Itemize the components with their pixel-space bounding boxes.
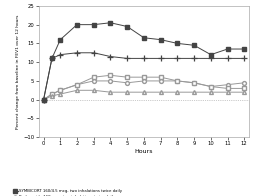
Legend: SYMBICORT 160/4.5 mcg, two inhalations twice daily, Budesonide 160 mcg, two inha: SYMBICORT 160/4.5 mcg, two inhalations t… xyxy=(13,189,160,196)
X-axis label: Hours: Hours xyxy=(135,149,153,154)
Y-axis label: Percent change from baseline in FEV1 over 12 hours: Percent change from baseline in FEV1 ove… xyxy=(16,14,21,129)
